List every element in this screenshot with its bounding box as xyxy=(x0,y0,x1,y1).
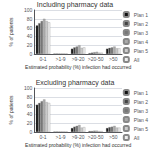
svg-text:Plan 5: Plan 5 xyxy=(134,48,148,54)
svg-text:40: 40 xyxy=(27,111,33,117)
svg-text:Plan 4: Plan 4 xyxy=(134,117,148,123)
svg-text:>1-9: >1-9 xyxy=(55,56,65,62)
svg-text:0-1: 0-1 xyxy=(39,56,46,62)
svg-text:Plan 2: Plan 2 xyxy=(134,99,148,105)
svg-text:0: 0 xyxy=(29,51,32,57)
svg-text:60: 60 xyxy=(27,25,33,31)
svg-text:80: 80 xyxy=(27,16,33,22)
svg-text:>50: >50 xyxy=(109,134,118,140)
svg-text:>9-20: >9-20 xyxy=(72,56,85,62)
svg-text:Plan 1: Plan 1 xyxy=(134,90,148,96)
svg-text:Plan 3: Plan 3 xyxy=(134,30,148,36)
svg-text:Plan 2: Plan 2 xyxy=(134,21,148,27)
svg-text:0-1: 0-1 xyxy=(39,134,46,140)
svg-text:Including pharmacy data: Including pharmacy data xyxy=(37,1,113,9)
svg-text:% of patients: % of patients xyxy=(8,17,14,46)
svg-text:Estimated probability (%) infe: Estimated probability (%) infection had … xyxy=(25,64,131,70)
svg-text:20: 20 xyxy=(27,120,33,126)
svg-text:% of patients: % of patients xyxy=(8,95,14,124)
svg-text:>20-50: >20-50 xyxy=(88,56,104,62)
svg-text:100: 100 xyxy=(24,85,33,91)
svg-text:80: 80 xyxy=(27,94,33,100)
svg-text:All: All xyxy=(134,57,140,63)
svg-text:0: 0 xyxy=(29,129,32,135)
svg-text:All: All xyxy=(134,135,140,141)
svg-text:>9-20: >9-20 xyxy=(72,134,85,140)
svg-text:Plan 4: Plan 4 xyxy=(134,39,148,45)
svg-text:>20-50: >20-50 xyxy=(88,134,104,140)
svg-text:Plan 5: Plan 5 xyxy=(134,126,148,132)
svg-text:20: 20 xyxy=(27,42,33,48)
svg-text:>50: >50 xyxy=(109,56,118,62)
svg-text:60: 60 xyxy=(27,103,33,109)
svg-text:40: 40 xyxy=(27,33,33,39)
svg-text:Estimated probability (%) infe: Estimated probability (%) infection had … xyxy=(25,142,131,148)
svg-text:Excluding pharmacy data: Excluding pharmacy data xyxy=(36,79,115,87)
svg-text:100: 100 xyxy=(24,7,33,13)
svg-text:>1-9: >1-9 xyxy=(55,134,65,140)
svg-text:Plan 3: Plan 3 xyxy=(134,108,148,114)
svg-text:Plan 1: Plan 1 xyxy=(134,12,148,18)
